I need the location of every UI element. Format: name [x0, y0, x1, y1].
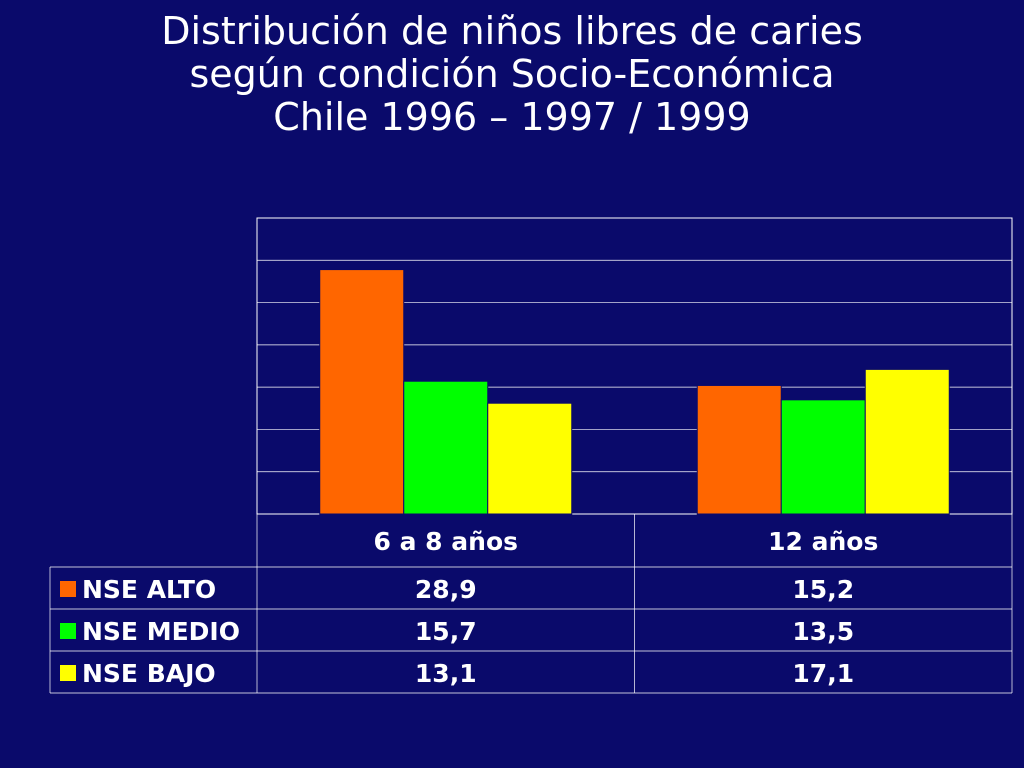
- title-line-2: según condición Socio-Económica: [189, 52, 835, 96]
- table-value: 13,1: [415, 659, 477, 688]
- title-line-3: Chile 1996 – 1997 / 1999: [273, 95, 751, 139]
- slide-title: Distribución de niños libres de caries s…: [0, 10, 1024, 139]
- legend-key-nse-alto: [60, 581, 76, 597]
- title-line-1: Distribución de niños libres de caries: [161, 9, 863, 53]
- table-value: 15,2: [792, 575, 854, 604]
- bar-nse-bajo-2: [864, 368, 950, 515]
- category-label: 12 años: [768, 527, 878, 556]
- legend-label: NSE MEDIO: [82, 617, 240, 646]
- legend-key-nse-bajo: [60, 665, 76, 681]
- bar-nse-alto-1: [319, 269, 405, 515]
- table-value: 28,9: [415, 575, 477, 604]
- table-value: 13,5: [792, 617, 854, 646]
- bar-nse-medio-1: [403, 380, 489, 515]
- legend-label: NSE ALTO: [82, 575, 216, 604]
- data-table: 6 a 8 años 12 años NSE ALTO 28,9 15,2 NSE MED…: [49, 514, 1013, 694]
- table-value: 15,7: [415, 617, 477, 646]
- bar-nse-bajo-1: [487, 402, 573, 515]
- bar-nse-alto-2: [696, 384, 782, 515]
- table-value: 17,1: [792, 659, 854, 688]
- category-label: 6 a 8 años: [374, 527, 519, 556]
- bars: [319, 269, 950, 515]
- legend-key-nse-medio: [60, 623, 76, 639]
- bar-nse-medio-2: [780, 399, 866, 515]
- legend-label: NSE BAJO: [82, 659, 216, 688]
